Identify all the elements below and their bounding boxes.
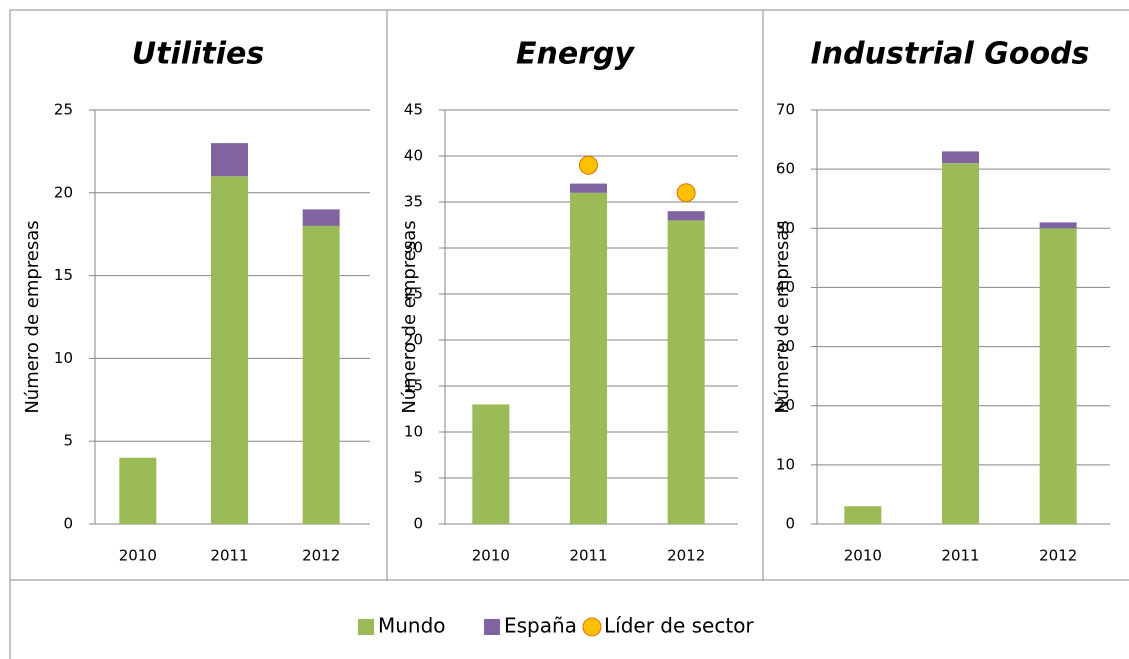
legend-label: Líder de sector [604, 614, 754, 638]
leader-marker [676, 183, 696, 203]
y-tick-label: 70 [776, 101, 795, 119]
y-tick-label: 40 [404, 147, 423, 165]
y-tick-label: 35 [404, 193, 423, 211]
x-tick-label: 2010 [119, 547, 157, 565]
x-tick-label: 2012 [667, 547, 705, 565]
x-tick-label: 2011 [569, 547, 607, 565]
x-tick-label: 2010 [844, 547, 882, 565]
chart-title: Industrial Goods [811, 37, 1090, 72]
y-tick-label: 20 [404, 331, 423, 349]
y-tick-label: 10 [404, 423, 423, 441]
y-axis-label: Número de empresas [772, 220, 793, 413]
bar [211, 176, 248, 525]
x-tick-label: 2012 [302, 547, 340, 565]
legend-marker [582, 617, 602, 637]
y-tick-label: 5 [63, 432, 73, 450]
legend-label: España [504, 614, 577, 638]
y-tick-label: 25 [54, 101, 73, 119]
y-tick-label: 25 [404, 285, 423, 303]
y-tick-label: 20 [776, 396, 795, 414]
bar [570, 183, 607, 193]
leader-marker [579, 155, 598, 175]
y-axis-label: Número de empresas [22, 220, 43, 413]
bar [119, 457, 157, 524]
x-tick-label: 2012 [1039, 547, 1077, 565]
bar [211, 143, 248, 177]
bar [472, 404, 510, 524]
x-tick-label: 2010 [472, 547, 510, 565]
y-tick-label: 30 [404, 239, 423, 257]
bar [1039, 228, 1077, 525]
bar [942, 151, 979, 164]
x-tick-label: 2011 [941, 547, 979, 565]
y-tick-label: 40 [776, 278, 795, 296]
y-tick-label: 50 [776, 219, 795, 237]
y-axis-label: Número de empresas [399, 220, 420, 413]
bar [570, 192, 607, 525]
legend-label: Mundo [378, 614, 446, 638]
bar [1039, 222, 1077, 229]
bar [942, 163, 979, 524]
chart-title: Energy [516, 37, 635, 72]
bar [667, 211, 705, 221]
x-tick-label: 2011 [210, 547, 248, 565]
y-tick-label: 5 [413, 469, 423, 487]
bar [302, 225, 340, 525]
frame [9, 9, 1129, 659]
bar [667, 220, 705, 524]
y-tick-label: 60 [776, 160, 795, 178]
y-tick-label: 20 [54, 183, 73, 201]
y-tick-label: 10 [54, 349, 73, 367]
y-tick-label: 15 [404, 377, 423, 395]
bar [844, 506, 882, 524]
y-tick-label: 15 [54, 266, 73, 284]
bar [302, 209, 340, 226]
y-tick-label: 10 [776, 455, 795, 473]
legend-marker [484, 619, 500, 635]
legend-marker [358, 619, 374, 635]
y-tick-label: 0 [785, 515, 795, 533]
y-tick-label: 0 [413, 515, 423, 533]
y-tick-label: 30 [776, 337, 795, 355]
y-tick-label: 0 [63, 515, 73, 533]
chart-title: Utilities [132, 37, 264, 72]
y-tick-label: 45 [404, 101, 423, 119]
